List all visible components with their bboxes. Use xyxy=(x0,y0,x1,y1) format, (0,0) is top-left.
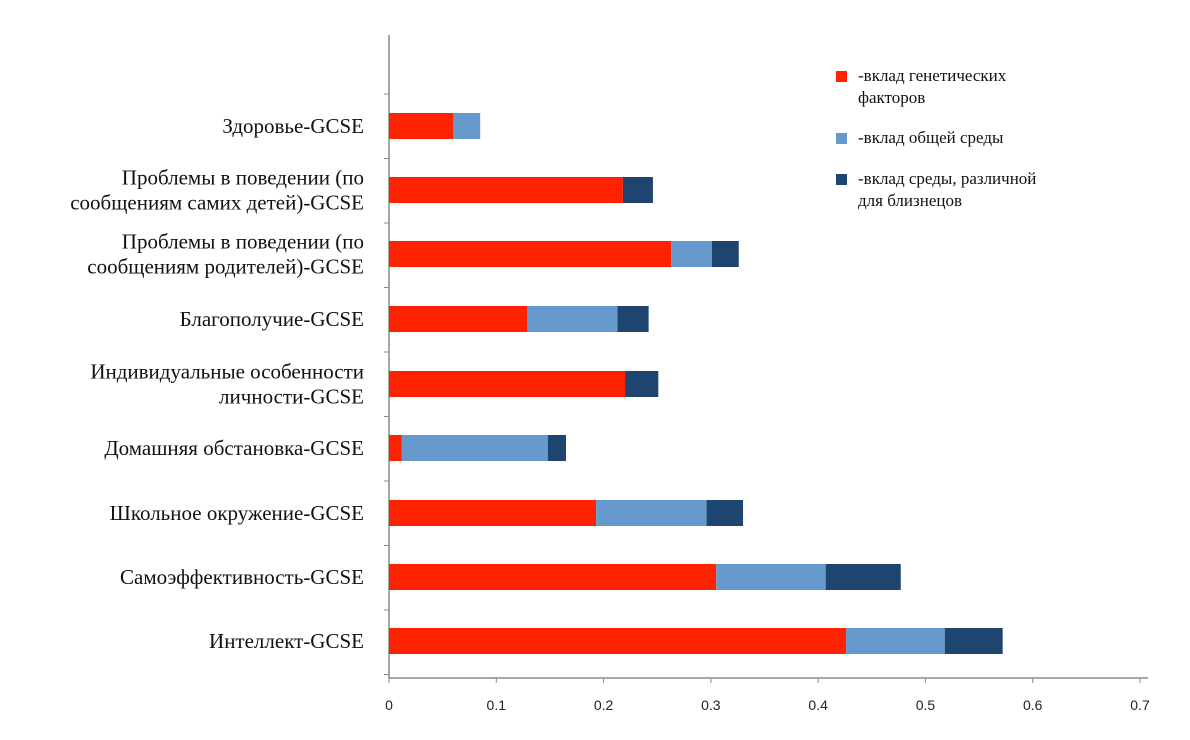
legend-label: -вклад среды, различной xyxy=(858,169,1036,188)
bar-segment-series-2 xyxy=(596,500,707,526)
bar-segment-series-1 xyxy=(389,628,847,654)
category-label: Благополучие-GCSE xyxy=(180,307,364,331)
bar-segment-series-1 xyxy=(389,564,717,590)
bar-segment-series-2 xyxy=(671,241,712,267)
x-tick-label: 0.7 xyxy=(1130,697,1150,713)
bar-segment-series-1 xyxy=(389,435,402,461)
bar-segment-series-3 xyxy=(825,564,901,590)
legend-swatch xyxy=(836,71,847,82)
legend-swatch xyxy=(836,133,847,144)
category-label: Проблемы в поведении (по xyxy=(122,166,364,190)
bar-segment-series-1 xyxy=(389,177,623,203)
category-label: сообщениям родителей)-GCSE xyxy=(87,255,364,279)
bar-segment-series-3 xyxy=(711,241,739,267)
bar-segment-series-3 xyxy=(617,306,649,332)
category-label: Школьное окружение-GCSE xyxy=(110,501,364,525)
category-label: Интеллект-GCSE xyxy=(209,629,364,653)
bars-group xyxy=(389,113,1003,654)
legend-label: -вклад генетических xyxy=(858,66,1007,85)
x-tick-label: 0.5 xyxy=(916,697,936,713)
bar-segment-series-2 xyxy=(453,113,481,139)
x-tick-label: 0.4 xyxy=(808,697,828,713)
bar-segment-series-2 xyxy=(401,435,548,461)
category-label: личности-GCSE xyxy=(219,385,364,409)
category-label: Домашняя обстановка-GCSE xyxy=(104,436,364,460)
category-label: Проблемы в поведении (по xyxy=(122,230,364,254)
x-tick-labels: 0 0.1 0.2 0.3 0.4 0.5 0.6 0.7 xyxy=(385,678,1150,713)
legend: -вклад генетических факторов -вклад общей … xyxy=(836,66,1036,210)
x-tick-label: 0.6 xyxy=(1023,697,1043,713)
bar-segment-series-3 xyxy=(625,371,659,397)
bar-segment-series-1 xyxy=(389,241,672,267)
bar-segment-series-1 xyxy=(389,371,626,397)
bar-segment-series-1 xyxy=(389,306,528,332)
legend-label: факторов xyxy=(858,88,925,107)
legend-label: для близнецов xyxy=(858,191,962,210)
bar-segment-series-3 xyxy=(622,177,653,203)
bar-segment-series-1 xyxy=(389,113,454,139)
bar-segment-series-2 xyxy=(846,628,945,654)
x-tick-label: 0.2 xyxy=(594,697,614,713)
bar-segment-series-2 xyxy=(716,564,826,590)
category-label: сообщениям самих детей)-GCSE xyxy=(70,191,364,215)
bar-segment-series-3 xyxy=(706,500,744,526)
x-tick-label: 0.3 xyxy=(701,697,721,713)
x-tick-label: 0 xyxy=(385,697,393,713)
x-tick-label: 0.1 xyxy=(487,697,507,713)
bar-segment-series-3 xyxy=(547,435,567,461)
bar-segment-series-2 xyxy=(527,306,618,332)
legend-swatch xyxy=(836,174,847,185)
category-label: Самоэффективность-GCSE xyxy=(120,565,364,589)
bar-segment-series-1 xyxy=(389,500,597,526)
category-label: Здоровье-GCSE xyxy=(222,114,364,138)
bar-segment-series-3 xyxy=(944,628,1003,654)
legend-label: -вклад общей среды xyxy=(858,128,1004,147)
category-label: Индивидуальные особенности xyxy=(90,360,364,384)
